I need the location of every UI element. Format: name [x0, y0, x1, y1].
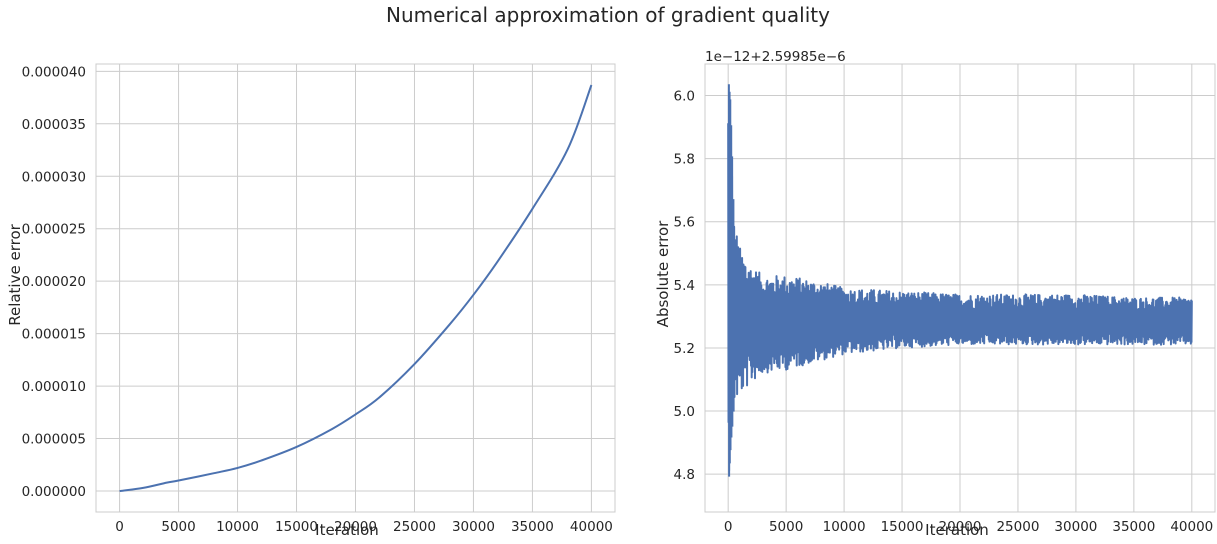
relative-error-x-tick-label: 10000 [216, 519, 259, 535]
absolute-error-x-tick-label: 25000 [996, 519, 1039, 535]
relative-error-x-tick-label: 5000 [161, 519, 195, 535]
relative-error-series [119, 84, 593, 493]
relative-error-x-tick-label: 0 [115, 519, 124, 535]
relative-error-y-tick-label: 0.000005 [22, 432, 86, 448]
relative-error-chart: 0 5000 10000 15000 20000 25000 30000 35000 40000… [6, 63, 616, 539]
relative-error-x-tick-label: 15000 [275, 519, 318, 535]
absolute-error-series [727, 84, 1193, 477]
relative-error-grid [96, 64, 615, 512]
relative-error-y-tick-label: 0.000040 [22, 64, 86, 80]
absolute-error-x-tick-label: 30000 [1054, 519, 1097, 535]
absolute-error-y-tick-label: 5.0 [674, 404, 695, 420]
relative-error-y-tick-label: 0.000015 [22, 327, 86, 343]
absolute-error-x-tick-label: 20000 [939, 519, 982, 535]
absolute-error-x-tick-label: 0 [724, 519, 733, 535]
absolute-error-y-tick-label: 5.8 [674, 152, 695, 168]
absolute-error-x-tick-label: 5000 [769, 519, 803, 535]
absolute-error-y-tick-label: 5.2 [674, 341, 695, 357]
absolute-error-y-tick-label: 5.6 [674, 215, 695, 231]
relative-error-x-tick-label: 30000 [452, 519, 495, 535]
relative-error-x-tick-label: 20000 [334, 519, 377, 535]
relative-error-x-tick-label: 40000 [570, 519, 613, 535]
absolute-error-y-label: Absolute error [654, 220, 672, 327]
absolute-error-x-tick-label: 35000 [1112, 519, 1155, 535]
absolute-error-y-tick-label: 6.0 [674, 89, 695, 105]
relative-error-y-ticks: 0.000000 0.000005 0.000010 0.000015 0.000020… [22, 64, 86, 500]
absolute-error-chart: 0 5000 10000 15000 20000 25000 30000 35000 40000… [654, 49, 1216, 539]
relative-error-x-label: Iteration [315, 521, 379, 539]
relative-error-line [119, 84, 593, 493]
relative-error-y-tick-label: 0.000030 [22, 169, 86, 185]
relative-error-x-ticks: 0 5000 10000 15000 20000 25000 30000 35000 40000 [115, 519, 613, 535]
figure-title: Numerical approximation of gradient qual… [386, 3, 830, 27]
absolute-error-line [727, 84, 1193, 477]
absolute-error-plot-frame [704, 63, 1216, 513]
absolute-error-x-label: Iteration [925, 521, 989, 539]
relative-error-x-tick-label: 35000 [511, 519, 554, 535]
absolute-error-grid [705, 64, 1215, 512]
absolute-error-x-ticks: 0 5000 10000 15000 20000 25000 30000 35000 40000 [724, 519, 1213, 535]
absolute-error-x-tick-label: 15000 [881, 519, 924, 535]
absolute-error-x-tick-label: 40000 [1170, 519, 1213, 535]
absolute-error-offset-text: 1e−12+2.59985e−6 [705, 49, 846, 65]
relative-error-y-label: Relative error [6, 223, 24, 325]
absolute-error-y-tick-label: 5.4 [674, 278, 695, 294]
absolute-error-x-tick-label: 10000 [823, 519, 866, 535]
absolute-error-y-tick-label: 4.8 [674, 467, 695, 483]
relative-error-y-tick-label: 0.000020 [22, 274, 86, 290]
relative-error-y-tick-label: 0.000035 [22, 117, 86, 133]
relative-error-plot-frame [95, 63, 616, 513]
relative-error-x-tick-label: 25000 [393, 519, 436, 535]
relative-error-y-tick-label: 0.000000 [22, 484, 86, 500]
relative-error-y-tick-label: 0.000025 [22, 222, 86, 238]
relative-error-y-tick-label: 0.000010 [22, 379, 86, 395]
absolute-error-y-ticks: 4.8 5.0 5.2 5.4 5.6 5.8 6.0 [674, 89, 695, 484]
